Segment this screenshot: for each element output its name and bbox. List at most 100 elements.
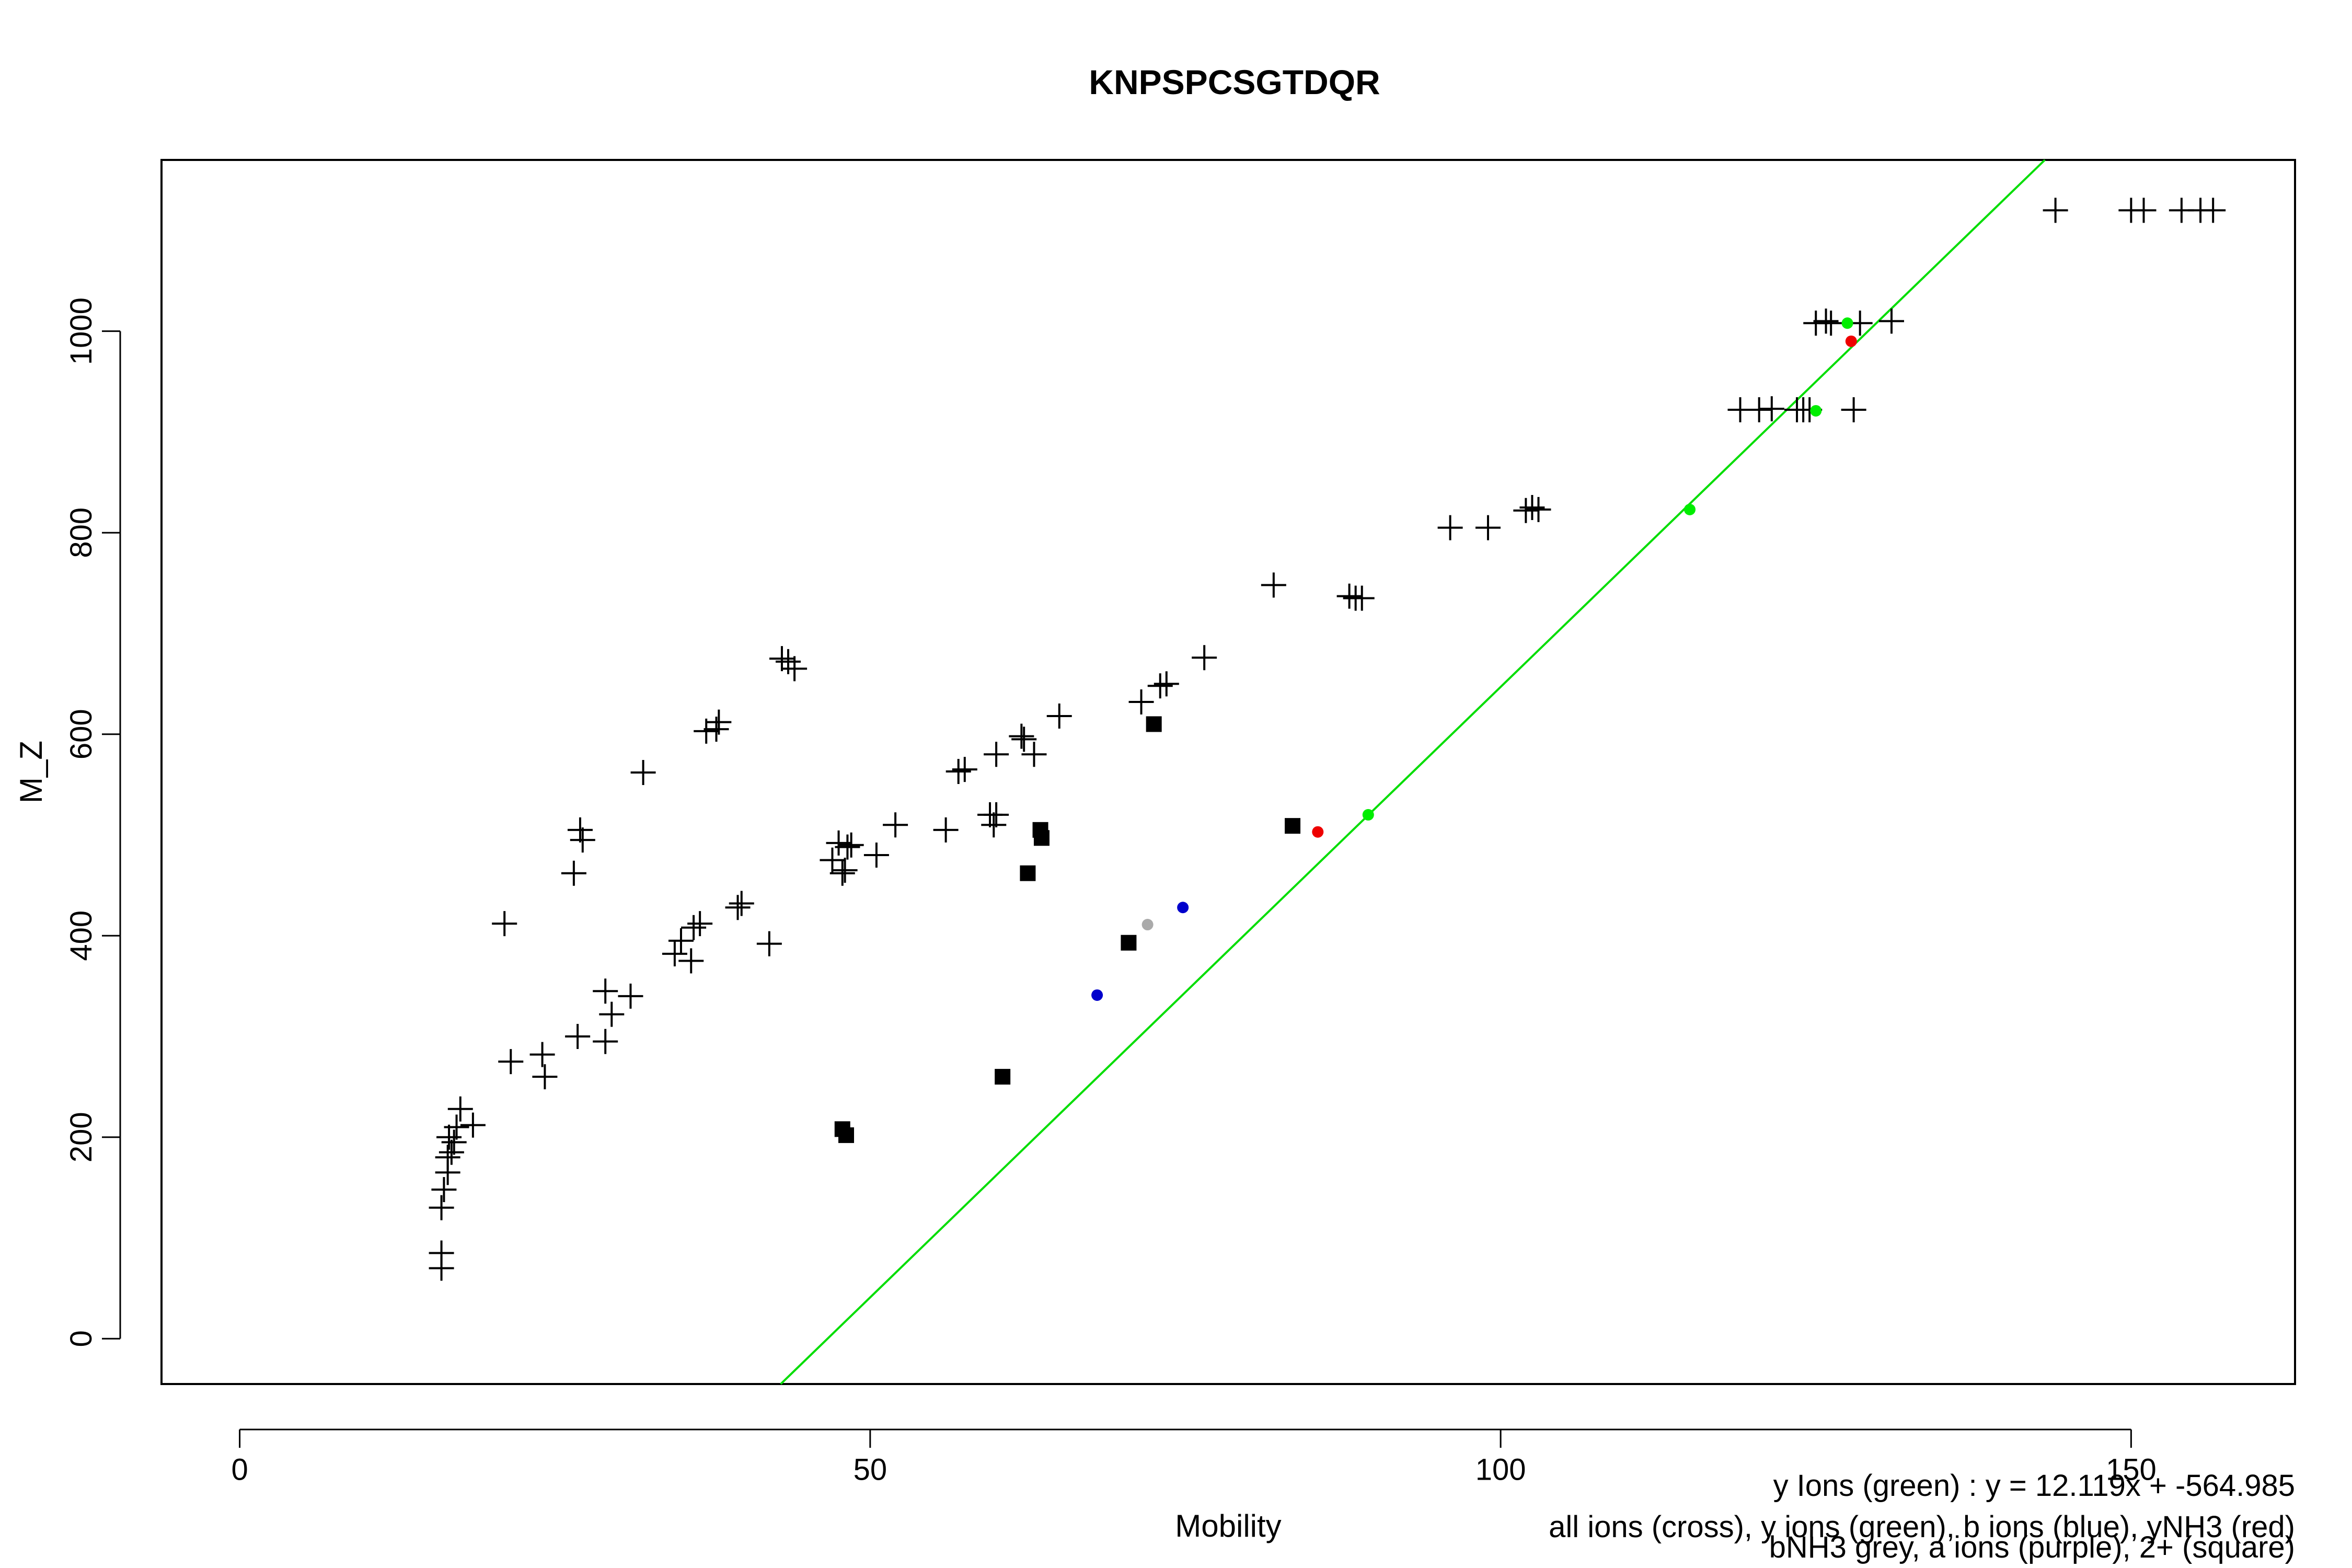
cross-point: [1021, 742, 1047, 767]
cross-point: [498, 1049, 524, 1075]
cross-point: [429, 1195, 454, 1220]
cross-point: [933, 817, 959, 843]
square-point: [1121, 935, 1137, 951]
fit-line-layer: [780, 159, 2046, 1385]
cross-point: [431, 1177, 457, 1202]
x-axis-label: Mobility: [1175, 1508, 1281, 1543]
legend-line-1: y Ions (green) : y = 12.119x + -564.985: [1773, 1469, 2295, 1503]
cross-point: [832, 857, 858, 883]
cross-point: [829, 860, 855, 886]
square-point: [1020, 865, 1036, 881]
dot-point: [1845, 335, 1857, 347]
dot-point: [1091, 989, 1103, 1001]
square-point: [838, 1127, 855, 1143]
legend-line-3: bNH3 grey, a ions (purple), 2+ (square): [1769, 1530, 2295, 1564]
cross-point: [1261, 572, 1286, 598]
x-tick-label: 50: [854, 1453, 887, 1487]
y-tick-label: 200: [64, 1112, 98, 1162]
cross-point: [756, 931, 782, 956]
cross-point: [599, 1001, 625, 1027]
data-points-layer: [429, 198, 2226, 1281]
dot-point: [1810, 405, 1822, 417]
cross-point: [946, 759, 971, 785]
cross-point: [1128, 689, 1154, 715]
cross-point: [1813, 308, 1839, 334]
cross-point: [984, 802, 1009, 827]
dot-point: [1142, 919, 1154, 931]
dot-point: [1362, 809, 1374, 821]
cross-point: [447, 1096, 473, 1122]
cross-point: [952, 757, 977, 782]
cross-point: [441, 1129, 467, 1155]
dot-point: [1684, 503, 1696, 515]
cross-point: [668, 928, 694, 953]
cross-point: [835, 834, 860, 860]
cross-point: [593, 978, 618, 1004]
cross-point: [2043, 198, 2068, 223]
square-point: [1285, 818, 1301, 834]
cross-point: [529, 1042, 555, 1067]
y-tick-label: 600: [64, 709, 98, 759]
fit-line: [780, 159, 2046, 1385]
cross-point: [429, 1240, 454, 1266]
cross-point: [984, 742, 1009, 767]
cross-point: [567, 817, 593, 843]
dot-point: [1841, 317, 1853, 329]
x-tick-label: 100: [1475, 1453, 1526, 1487]
cross-point: [704, 717, 729, 742]
square-point: [1146, 716, 1162, 732]
cross-point: [532, 1064, 558, 1090]
cross-point: [1841, 397, 1866, 423]
cross-point: [678, 948, 704, 974]
chart-title: KNPSPCSGTDQR: [1089, 63, 1380, 101]
cross-point: [439, 1139, 464, 1165]
x-axis: 0 50 100 150: [231, 1428, 2157, 1487]
cross-point: [820, 847, 845, 873]
cross-point: [782, 656, 808, 682]
cross-point: [1009, 723, 1034, 749]
cross-point: [1437, 515, 1463, 540]
plot-frame: [160, 159, 2296, 1385]
cross-point: [662, 941, 687, 966]
cross-point: [1349, 585, 1375, 611]
dot-point: [1177, 902, 1189, 914]
cross-point: [630, 759, 656, 785]
y-tick-label: 1000: [64, 297, 98, 365]
square-point: [1033, 830, 1050, 846]
cross-point: [883, 812, 908, 838]
cross-point: [1475, 515, 1501, 540]
cross-point: [769, 646, 794, 672]
cross-point: [460, 1112, 486, 1138]
cross-point: [1192, 645, 1217, 671]
dot-point: [1312, 826, 1324, 838]
cross-point: [1154, 671, 1179, 697]
cross-point: [561, 860, 586, 886]
cross-point: [1147, 673, 1173, 699]
cross-point: [570, 827, 595, 853]
cross-point: [444, 1114, 469, 1140]
cross-point: [435, 1145, 460, 1170]
cross-point: [863, 843, 889, 868]
cross-point: [1759, 396, 1784, 422]
cross-point: [1011, 727, 1037, 752]
y-tick-label: 400: [64, 910, 98, 961]
cross-point: [729, 891, 754, 916]
square-point: [995, 1069, 1011, 1085]
cross-point: [694, 718, 719, 744]
cross-point: [725, 895, 751, 920]
legend-line-2: all ions (cross), y ions (green), b ions…: [1549, 1510, 2295, 1544]
cross-point: [492, 911, 517, 937]
y-axis: 0 200 400 600 800 1000: [64, 297, 121, 1347]
y-tick-label: 800: [64, 508, 98, 558]
cross-point: [618, 983, 643, 1009]
x-tick-label: 150: [2106, 1453, 2157, 1487]
cross-point: [1818, 310, 1844, 336]
cross-point: [2200, 198, 2226, 223]
cross-point: [687, 911, 713, 937]
cross-point: [706, 709, 732, 735]
cross-point: [565, 1023, 591, 1049]
cross-point: [436, 1124, 462, 1150]
cross-point: [1878, 308, 1904, 334]
